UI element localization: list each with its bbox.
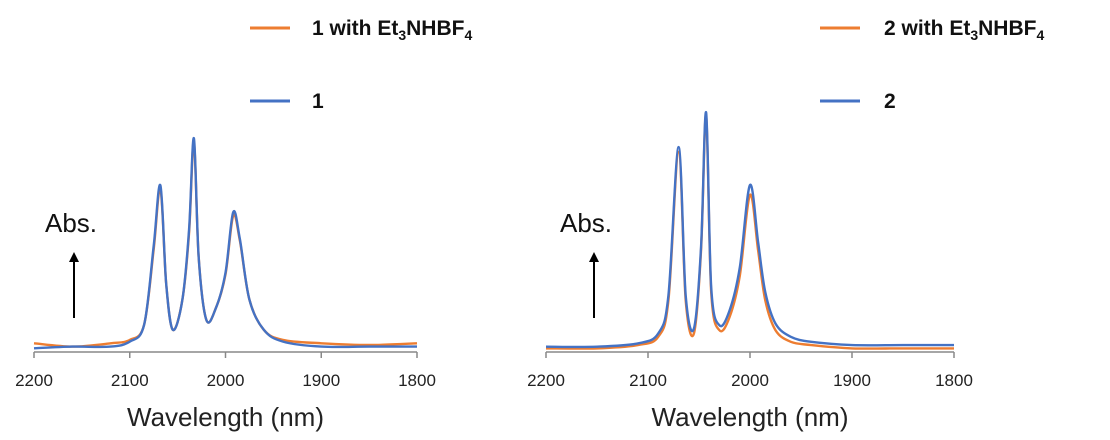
x-tick-label: 2100 [629,371,667,390]
legend-item: 2 [820,90,896,113]
legend-item: 2 with Et3NHBF4 [820,17,1044,43]
legend-text-part: NHBF [978,17,1036,40]
x-tick-label: 2000 [207,371,245,390]
x-tick-label: 1900 [302,371,340,390]
y-axis-label: Abs. [560,208,612,238]
legend-text-part: NHBF [406,17,464,40]
x-axis-label: Wavelength (nm) [652,402,849,432]
x-tick-label: 1800 [398,371,436,390]
legend-text-part: 2 [884,90,896,113]
legend-label: 1 with Et3NHBF4 [312,17,472,43]
x-tick-label: 1900 [833,371,871,390]
legend-text-part: 1 with Et [312,17,398,40]
legend-text-part: 2 with Et [884,17,970,40]
x-tick-label: 1800 [935,371,973,390]
legend-item: 1 with Et3NHBF4 [250,17,472,43]
y-axis-label: Abs. [45,208,97,238]
panel-1: 2200 2100 2000 1900 1800 Wavelength (nm) Abs. 1… [15,17,472,432]
legend-subscript: 4 [464,27,472,43]
x-tick-label: 2200 [15,371,53,390]
series-line-neat [545,111,954,349]
x-tick-label: 2100 [111,371,149,390]
up-arrow-icon [69,252,79,318]
legend-subscript: 4 [1036,27,1044,43]
series-line-with-et3nhbf4 [33,140,418,348]
x-axis-label: Wavelength (nm) [127,402,324,432]
legend-item: 1 [250,90,324,113]
legend-label: 1 [312,90,324,113]
series-line-neat [33,137,417,350]
x-tick-label: 2200 [527,371,565,390]
x-tick-label: 2000 [731,371,769,390]
legend-label: 2 [884,90,896,113]
panel-2: 2200 2100 2000 1900 1800 Wavelength (nm) Abs. 2… [527,17,1044,432]
up-arrow-icon [589,252,599,318]
legend-label: 2 with Et3NHBF4 [884,17,1044,43]
legend-subscript: 3 [970,27,978,43]
legend-text-part: 1 [312,90,324,113]
legend-subscript: 3 [398,27,406,43]
